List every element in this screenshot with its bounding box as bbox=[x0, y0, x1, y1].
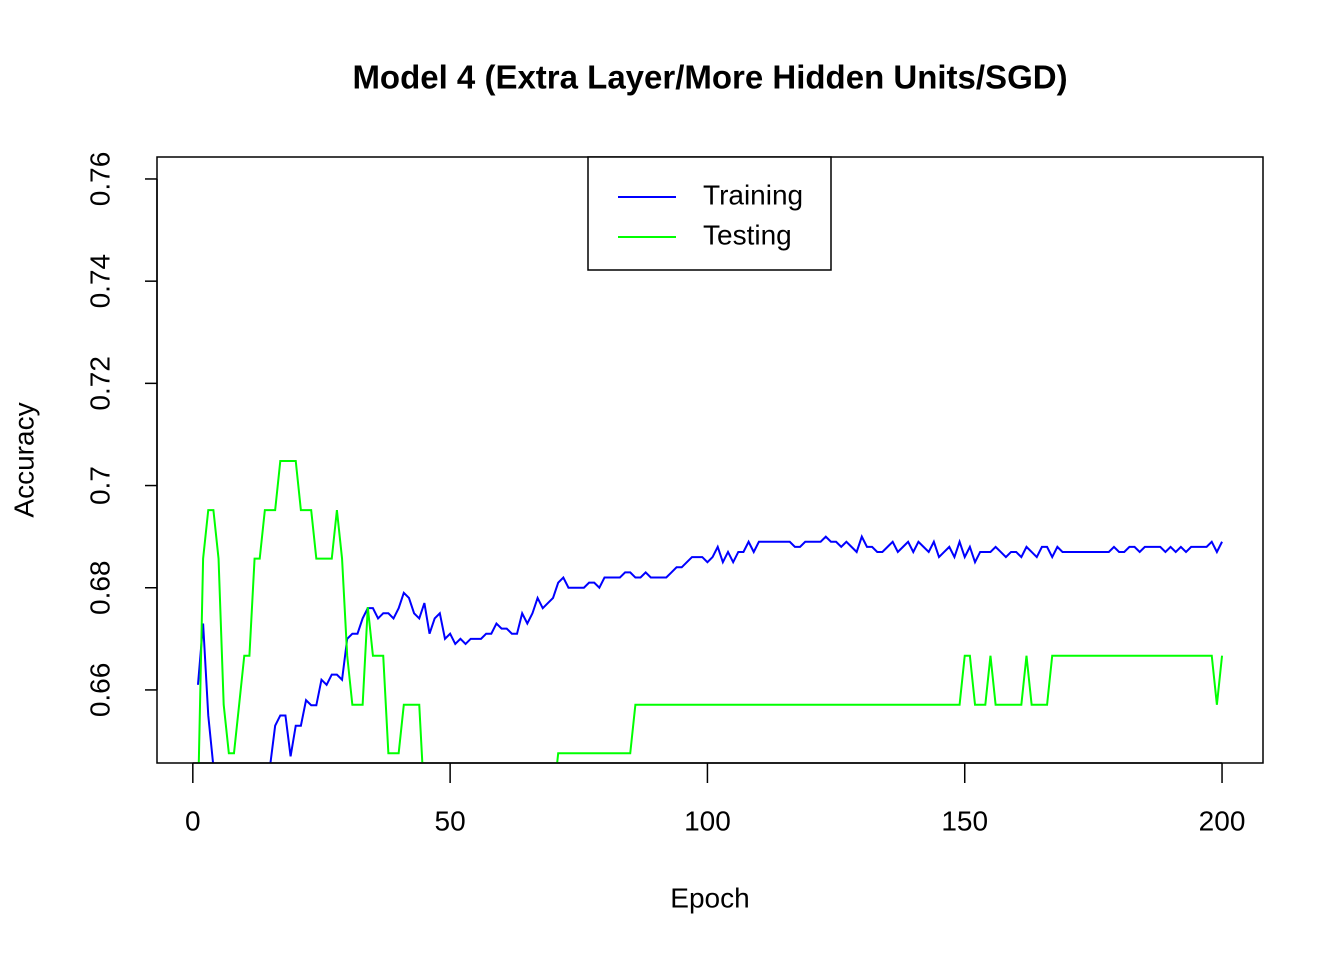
legend-label: Testing bbox=[703, 219, 792, 250]
y-tick-label: 0.72 bbox=[84, 356, 115, 411]
y-tick-label: 0.76 bbox=[84, 152, 115, 207]
plot-area bbox=[196, 460, 1224, 763]
y-tick-label: 0.68 bbox=[84, 560, 115, 615]
x-tick-label: 150 bbox=[941, 805, 988, 836]
series-line bbox=[196, 534, 1223, 763]
x-tick-label: 0 bbox=[185, 805, 201, 836]
legend-label: Training bbox=[703, 179, 803, 210]
x-tick-label: 50 bbox=[435, 805, 466, 836]
chart-title: Model 4 (Extra Layer/More Hidden Units/S… bbox=[352, 59, 1067, 96]
y-tick-label: 0.7 bbox=[84, 466, 115, 505]
y-tick-label: 0.74 bbox=[84, 254, 115, 309]
series-line bbox=[197, 460, 1224, 763]
y-axis-label: Accuracy bbox=[8, 402, 39, 517]
x-axis-label: Epoch bbox=[670, 882, 749, 913]
legend-box bbox=[587, 156, 832, 271]
x-tick-label: 100 bbox=[684, 805, 731, 836]
y-tick-label: 0.66 bbox=[84, 663, 115, 718]
x-tick-label: 200 bbox=[1199, 805, 1246, 836]
